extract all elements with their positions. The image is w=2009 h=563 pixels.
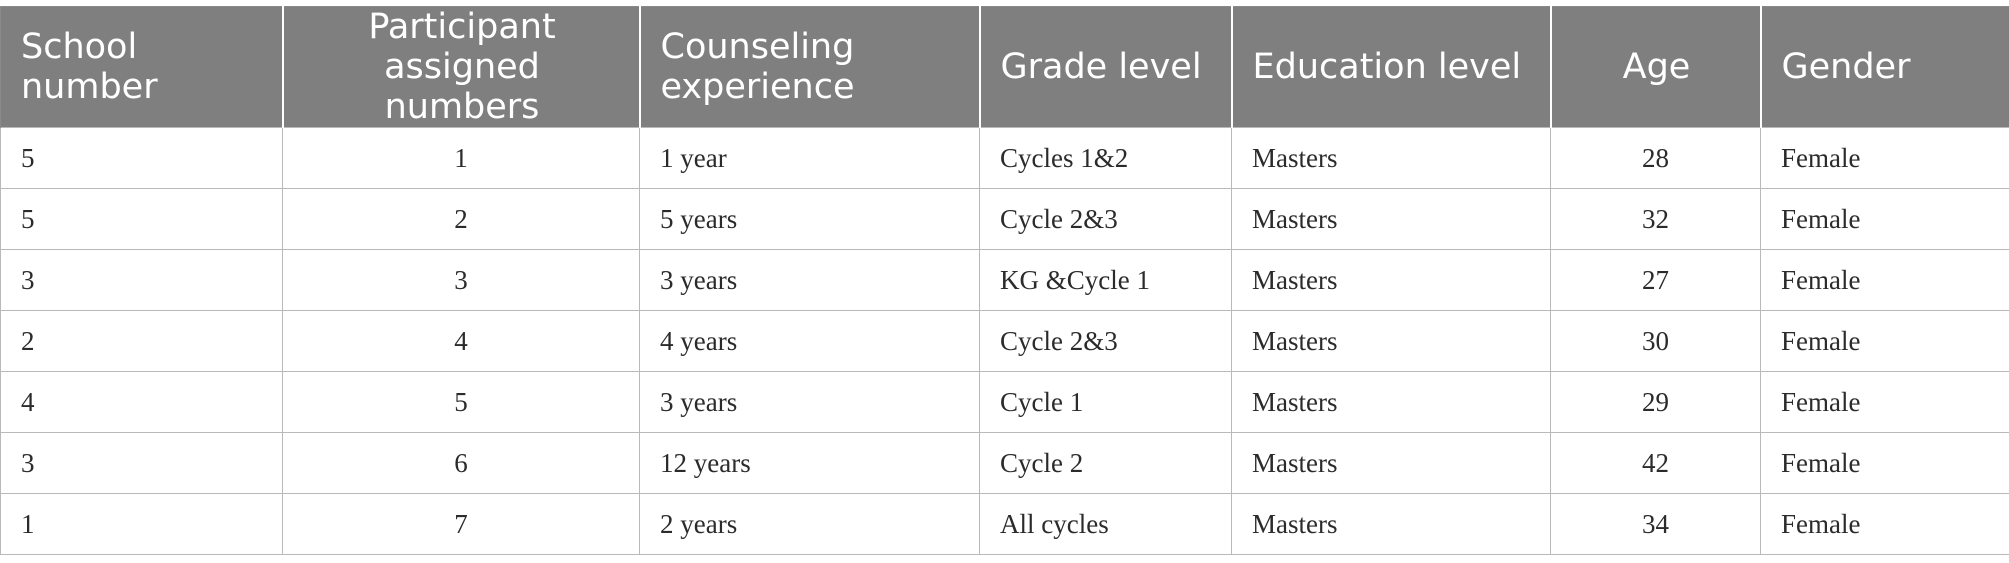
cell-education-level: Masters (1231, 127, 1551, 189)
cell-education-level: Masters (1231, 432, 1551, 494)
header-education-level: Education level (1230, 6, 1551, 128)
cell-school-number: 3 (0, 249, 283, 311)
table-body: 5 1 1 year Cycles 1&2 Masters 28 Female … (0, 127, 2009, 555)
header-counseling-experience: Counseling experience (638, 6, 980, 128)
participants-table: School number Participant assigned numbe… (0, 6, 2009, 555)
cell-grade-level: KG &Cycle 1 (979, 249, 1232, 311)
cell-school-number: 4 (0, 371, 283, 433)
cell-age: 42 (1550, 432, 1761, 494)
cell-participant-number: 1 (282, 127, 640, 189)
cell-gender: Female (1760, 127, 2009, 189)
table-row: 3 6 12 years Cycle 2 Masters 42 Female (0, 432, 2009, 494)
cell-age: 34 (1550, 493, 1761, 555)
cell-counseling-experience: 4 years (639, 310, 980, 372)
cell-participant-number: 3 (282, 249, 640, 311)
cell-counseling-experience: 2 years (639, 493, 980, 555)
cell-school-number: 3 (0, 432, 283, 494)
participants-table-container: School number Participant assigned numbe… (0, 6, 2009, 555)
cell-grade-level: All cycles (979, 493, 1232, 555)
table-row: 3 3 3 years KG &Cycle 1 Masters 27 Femal… (0, 249, 2009, 311)
table-row: 1 7 2 years All cycles Masters 34 Female (0, 493, 2009, 555)
cell-gender: Female (1760, 371, 2009, 433)
cell-education-level: Masters (1231, 310, 1551, 372)
table-row: 2 4 4 years Cycle 2&3 Masters 30 Female (0, 310, 2009, 372)
table-row: 4 5 3 years Cycle 1 Masters 29 Female (0, 371, 2009, 433)
cell-grade-level: Cycle 1 (979, 371, 1232, 433)
cell-counseling-experience: 3 years (639, 371, 980, 433)
cell-participant-number: 4 (282, 310, 640, 372)
cell-gender: Female (1760, 188, 2009, 250)
cell-grade-level: Cycles 1&2 (979, 127, 1232, 189)
header-gender: Gender (1759, 6, 2009, 128)
cell-participant-number: 2 (282, 188, 640, 250)
cell-age: 29 (1550, 371, 1761, 433)
header-grade-level: Grade level (978, 6, 1232, 128)
header-age: Age (1549, 6, 1761, 128)
table-header: School number Participant assigned numbe… (0, 6, 2009, 128)
cell-gender: Female (1760, 310, 2009, 372)
cell-education-level: Masters (1231, 249, 1551, 311)
cell-gender: Female (1760, 432, 2009, 494)
cell-school-number: 5 (0, 188, 283, 250)
cell-counseling-experience: 12 years (639, 432, 980, 494)
cell-participant-number: 7 (282, 493, 640, 555)
cell-grade-level: Cycle 2&3 (979, 310, 1232, 372)
cell-school-number: 5 (0, 127, 283, 189)
table-row: 5 2 5 years Cycle 2&3 Masters 32 Female (0, 188, 2009, 250)
cell-participant-number: 6 (282, 432, 640, 494)
cell-education-level: Masters (1231, 493, 1551, 555)
cell-gender: Female (1760, 249, 2009, 311)
cell-education-level: Masters (1231, 371, 1551, 433)
cell-education-level: Masters (1231, 188, 1551, 250)
cell-school-number: 2 (0, 310, 283, 372)
header-row: School number Participant assigned numbe… (0, 6, 2009, 128)
cell-age: 27 (1550, 249, 1761, 311)
cell-gender: Female (1760, 493, 2009, 555)
table-row: 5 1 1 year Cycles 1&2 Masters 28 Female (0, 127, 2009, 189)
cell-grade-level: Cycle 2&3 (979, 188, 1232, 250)
header-participant-assigned-numbers: Participant assigned numbers (281, 6, 640, 128)
cell-grade-level: Cycle 2 (979, 432, 1232, 494)
cell-school-number: 1 (0, 493, 283, 555)
cell-counseling-experience: 3 years (639, 249, 980, 311)
cell-age: 30 (1550, 310, 1761, 372)
header-school-number: School number (0, 6, 283, 128)
cell-participant-number: 5 (282, 371, 640, 433)
cell-age: 28 (1550, 127, 1761, 189)
cell-counseling-experience: 1 year (639, 127, 980, 189)
cell-age: 32 (1550, 188, 1761, 250)
cell-counseling-experience: 5 years (639, 188, 980, 250)
